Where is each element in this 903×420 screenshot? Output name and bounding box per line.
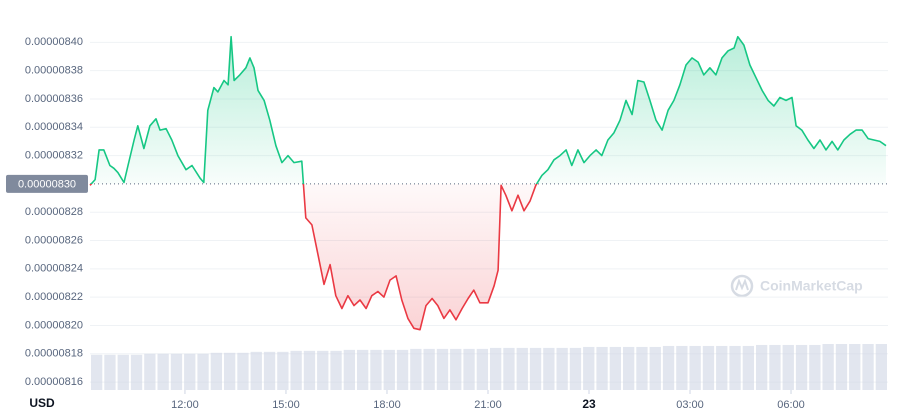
volume-bar [290, 350, 302, 390]
baseline-label-box [6, 174, 88, 193]
volume-bar [370, 349, 382, 390]
y-tick-label: 0.00000836 [25, 93, 83, 105]
y-tick-label: 0.00000822 [25, 291, 83, 303]
volume-bar [809, 344, 821, 390]
currency-label: USD [29, 396, 55, 410]
y-tick-label: 0.00000816 [25, 376, 83, 388]
volume-bar [596, 346, 608, 390]
volume-bar [104, 354, 116, 390]
volume-bar [237, 352, 249, 390]
volume-bar [357, 349, 369, 390]
price-line [89, 35, 887, 331]
volume-bar [835, 344, 848, 390]
y-tick-label: 0.00000824 [25, 263, 83, 275]
volume-bar [91, 354, 103, 390]
volume-bar [490, 347, 502, 390]
volume-bar [875, 344, 887, 390]
volume-bar [117, 354, 129, 390]
watermark-text: CoinMarketCap [760, 278, 863, 294]
volume-bar [224, 352, 236, 390]
y-tick-label: 0.00000828 [25, 206, 83, 218]
volume-bar [170, 353, 183, 390]
x-tick-label: 06:00 [777, 399, 805, 411]
x-tick-label: 21:00 [474, 399, 502, 411]
volume-bar [503, 347, 515, 390]
y-tick-label: 0.00000818 [25, 348, 83, 360]
y-tick-label: 0.00000832 [25, 149, 83, 161]
volume-bar [702, 345, 715, 390]
volume-bar [636, 346, 648, 390]
volume-bar [756, 344, 768, 390]
volume-bar [330, 350, 342, 390]
volume-bar [529, 347, 542, 390]
volume-bar [729, 345, 741, 390]
volume-bar [543, 347, 555, 390]
volume-bar [476, 348, 488, 390]
x-tick-label: 18:00 [373, 399, 401, 411]
y-tick-label: 0.00000820 [25, 319, 83, 331]
volume-bar [210, 352, 222, 390]
volume-bar [184, 353, 196, 390]
volume-bar [396, 349, 409, 390]
volume-bar [649, 346, 661, 390]
volume-bar [662, 345, 675, 390]
volume-bar [689, 345, 701, 390]
volume-bar [795, 344, 808, 390]
volume-bar [569, 347, 582, 390]
volume-bar [410, 348, 422, 390]
watermark: CoinMarketCap [730, 274, 863, 298]
volume-bar [676, 345, 688, 390]
volume-bar [782, 344, 794, 390]
volume-bar [463, 348, 475, 390]
volume-bar [157, 353, 169, 390]
x-tick-label: 23 [582, 397, 596, 411]
x-tick-label: 12:00 [171, 399, 199, 411]
volume-bar [144, 353, 156, 390]
volume-bar [450, 348, 462, 390]
volume-bar [516, 347, 528, 390]
y-tick-label: 0.00000840 [25, 36, 83, 48]
volume-bar [716, 345, 728, 390]
volume-bar [849, 344, 861, 390]
volume-bar [742, 345, 754, 390]
volume-bar [263, 351, 276, 390]
volume-bar [556, 347, 568, 390]
volume-bar [822, 344, 834, 390]
volume-bar [250, 351, 262, 390]
x-tick-label: 03:00 [676, 399, 704, 411]
volume-bar [862, 344, 874, 390]
x-tick-label: 15:00 [272, 399, 300, 411]
volume-bar [383, 349, 395, 390]
volume-bar [130, 354, 143, 390]
y-tick-label: 0.00000826 [25, 234, 83, 246]
volume-bar [609, 346, 621, 390]
volume-bar [343, 349, 355, 390]
volume-bar [423, 348, 435, 390]
baseline-label: 0.00000830 [18, 178, 76, 190]
volume-bar [303, 350, 316, 390]
y-tick-label: 0.00000834 [25, 121, 83, 133]
volume-bar [317, 350, 329, 390]
volume-bar [583, 346, 595, 390]
volume-bar [623, 346, 635, 390]
volume-bar [436, 348, 449, 390]
volume-bar [197, 353, 209, 390]
volume-bar [769, 344, 781, 390]
y-tick-label: 0.00000838 [25, 65, 83, 77]
area [90, 36, 886, 330]
volume-bar [277, 351, 289, 390]
